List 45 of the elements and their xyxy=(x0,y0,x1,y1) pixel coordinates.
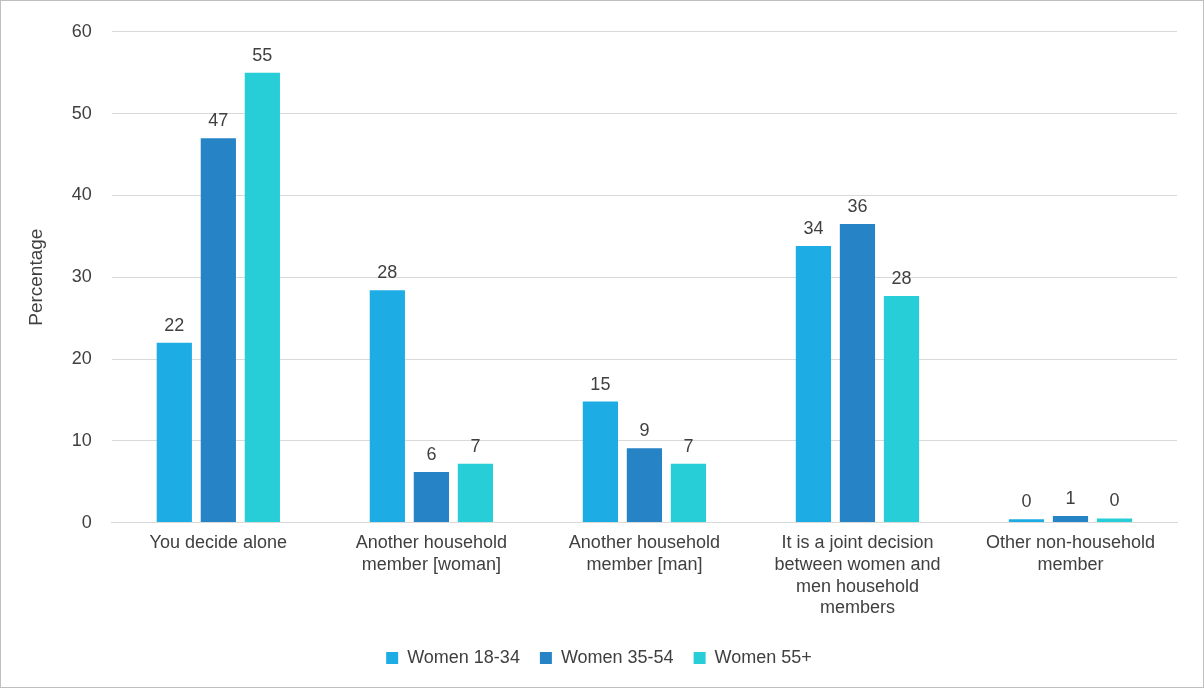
legend-label: Women 55+ xyxy=(714,646,812,667)
data-label: 34 xyxy=(803,218,824,239)
bar xyxy=(839,224,876,523)
data-label: 7 xyxy=(683,435,694,456)
y-tick-label: 10 xyxy=(71,429,92,450)
y-tick-label: 40 xyxy=(71,184,92,205)
data-label: 15 xyxy=(590,373,611,394)
x-tick-label: It is a joint decision between women and men household members xyxy=(774,532,941,618)
bar xyxy=(369,290,405,523)
bar xyxy=(156,342,192,523)
y-tick-label: 60 xyxy=(71,20,92,41)
data-label: 0 xyxy=(1109,490,1120,511)
y-tick-label: 50 xyxy=(71,102,92,123)
x-tick-label: You decide alone xyxy=(149,532,288,553)
data-label: 28 xyxy=(377,262,398,283)
bar xyxy=(1008,519,1045,523)
data-label: 47 xyxy=(208,110,229,131)
data-label: 28 xyxy=(891,267,912,288)
data-label: 22 xyxy=(164,314,185,335)
data-label: 55 xyxy=(252,44,273,65)
y-axis-title: Percentage xyxy=(24,228,46,326)
data-label: 36 xyxy=(847,196,868,216)
bar xyxy=(1052,516,1089,523)
y-tick-label: 30 xyxy=(71,266,92,287)
data-label: 7 xyxy=(470,435,481,456)
bar xyxy=(413,471,449,523)
x-tick-label: Another household member [woman] xyxy=(355,532,507,574)
x-tick-label: Another household member [man] xyxy=(568,532,720,574)
data-label: 9 xyxy=(639,420,650,441)
y-tick-label: 0 xyxy=(81,511,92,532)
bar xyxy=(244,72,280,523)
bar xyxy=(670,463,707,523)
data-label: 1 xyxy=(1065,488,1076,509)
data-label: 0 xyxy=(1021,491,1032,512)
bar xyxy=(457,463,494,523)
bar xyxy=(626,448,663,523)
legend-label: Women 35-54 xyxy=(560,646,674,667)
x-tick-label: Other non-household member xyxy=(985,532,1156,574)
bar xyxy=(582,401,618,523)
y-tick-label: 20 xyxy=(71,347,92,368)
bar xyxy=(200,138,236,523)
bar xyxy=(883,296,920,523)
bar xyxy=(795,246,832,523)
data-label: 6 xyxy=(426,443,437,464)
legend-label: Women 18-34 xyxy=(407,646,520,667)
